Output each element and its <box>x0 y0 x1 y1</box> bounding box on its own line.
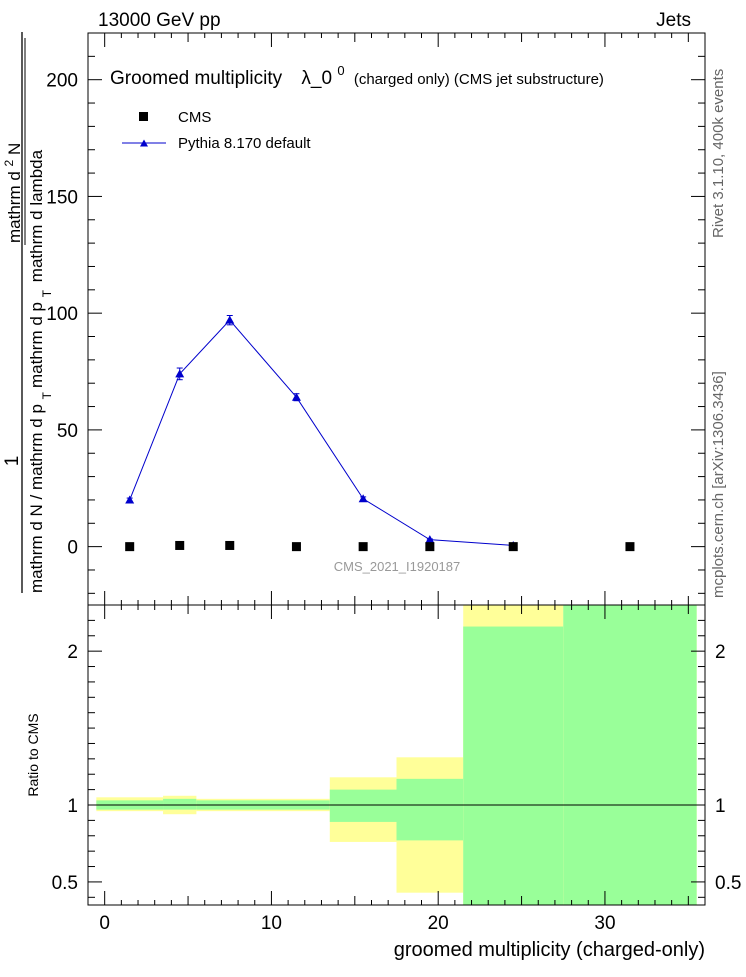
x-tick-label: 0 <box>99 913 110 934</box>
ratio-y-tick-label-left: 1 <box>67 796 78 817</box>
legend-pythia-label: Pythia 8.170 default <box>178 135 311 152</box>
legend-cms-marker <box>139 112 148 121</box>
cms-point <box>125 542 135 552</box>
title-sub: (charged only) (CMS jet substructure) <box>354 71 604 88</box>
ratio-bands <box>87 604 706 906</box>
title-main: Groomed multiplicity <box>110 68 283 89</box>
pythia-point <box>425 535 435 544</box>
ratio-band-green <box>396 778 464 841</box>
ylabel-right-bottom-sub: T <box>40 289 54 297</box>
ylabel-right-fraction-top: mathrm d 2 N <box>0 143 24 243</box>
ratio-band-green <box>563 605 697 905</box>
legend-pythia-marker <box>140 139 148 147</box>
pythia-point <box>175 369 185 378</box>
cms-point <box>225 540 235 550</box>
cms-point <box>625 542 635 552</box>
ratio-band-green <box>329 789 397 822</box>
ratio-y-tick-label-left: 2 <box>67 642 78 663</box>
ylabel-right-bottom-rest: mathrm d lambda <box>27 149 46 282</box>
ratio-ticks: 0.5 0.51 12 20 10 20 30 <box>52 605 741 934</box>
ratio-y-tick-label-left: 0.5 <box>52 873 78 894</box>
ratio-plot-frame <box>87 604 706 906</box>
header-right: Jets <box>656 10 691 31</box>
ratio-y-tick-label-right: 1 <box>715 796 726 817</box>
ylabel-right-top-sup: 2 <box>2 159 16 166</box>
ratio-y-tick-label-right: 2 <box>715 642 726 663</box>
title-sup: 0 <box>337 63 344 78</box>
ratio-y-tick-label-right: 0.5 <box>715 873 741 894</box>
main-y-tick-label: 50 <box>57 421 78 442</box>
pythia-point <box>291 392 301 401</box>
ylabel-denominator: mathrm d N / mathrm d p T <box>27 391 54 593</box>
ratio-band-green <box>463 626 564 905</box>
x-tick-label: 20 <box>428 913 449 934</box>
analysis-watermark: CMS_2021_I1920187 <box>334 559 461 574</box>
pythia-point <box>358 494 368 503</box>
ratio-y-axis-label: Ratio to CMS <box>25 713 41 796</box>
mcplots-label: mcplots.cern.ch [arXiv:1306.3436] <box>710 371 727 598</box>
pythia-point <box>125 495 135 504</box>
rivet-label: Rivet 3.1.10, 400k events <box>710 69 727 238</box>
legend: CMS Pythia 8.170 default <box>122 109 311 152</box>
main-y-tick-label: 100 <box>46 304 78 325</box>
ylabel-right-top-rest: N <box>5 143 24 155</box>
legend-cms-label: CMS <box>178 109 211 126</box>
ratio-band-green <box>163 798 197 810</box>
cms-point <box>175 540 185 550</box>
main-plot-title: Groomed multiplicity λ_0 0 (charged only… <box>110 59 604 89</box>
cms-point <box>425 542 435 552</box>
x-tick-label: 30 <box>594 913 615 934</box>
main-y-tick-label: 200 <box>46 71 78 92</box>
ylabel-denominator-main: mathrm d N / mathrm d p <box>27 404 46 593</box>
main-y-tick-label: 150 <box>46 187 78 208</box>
ylabel-right-fraction-bottom: mathrm d p T mathrm d lambda <box>27 149 55 388</box>
x-axis-label: groomed multiplicity (charged-only) <box>394 939 705 961</box>
cms-point <box>358 542 368 552</box>
ylabel-right-top-main: mathrm d <box>5 171 24 243</box>
main-y-axis-label: 1 mathrm d N / mathrm d p T mathrm d 2 N… <box>0 32 55 593</box>
title-lambda: λ_0 <box>301 68 332 89</box>
ylabel-right-bottom-main: mathrm d p <box>27 302 46 388</box>
main-plot-data <box>125 314 635 552</box>
cms-point <box>291 542 301 552</box>
cms-point <box>508 542 518 552</box>
pythia-line <box>129 319 514 546</box>
main-plot-ticks: 0 50 100 150 200 <box>46 32 706 605</box>
header-left: 13000 GeV pp <box>98 10 221 31</box>
pythia-point <box>225 315 235 324</box>
main-y-tick-label: 0 <box>67 538 78 559</box>
x-tick-label: 10 <box>261 913 282 934</box>
ylabel-numerator: 1 <box>2 456 23 467</box>
ylabel-denominator-sub: T <box>40 391 54 399</box>
